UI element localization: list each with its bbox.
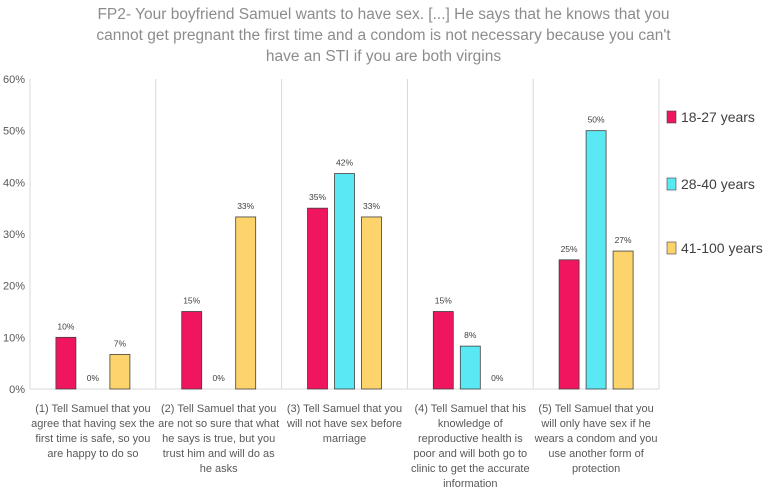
category-label: information — [443, 478, 497, 490]
category-label: first time is safe, so you — [35, 433, 150, 445]
bar — [585, 130, 607, 390]
category-label: (2) Tell Samuel that you — [161, 403, 276, 415]
legend-swatch — [666, 110, 677, 124]
category-label: clinic to get the accurate — [411, 463, 530, 475]
category-label: wears a condom and you — [534, 433, 658, 445]
legend-label: 28-40 years — [681, 176, 755, 192]
bar — [55, 336, 77, 390]
data-label: 0% — [87, 373, 100, 383]
bar — [109, 353, 131, 390]
legend-label: 18-27 years — [681, 109, 755, 125]
bar — [612, 250, 634, 390]
category-label: are not so sure that what — [158, 418, 279, 430]
y-tick-label: 30% — [3, 229, 25, 241]
bar — [558, 259, 580, 390]
category-label: (3) Tell Samuel that you — [287, 403, 402, 415]
data-label: 10% — [57, 321, 74, 331]
data-label: 15% — [183, 296, 200, 306]
bar — [181, 311, 203, 390]
y-tick-label: 40% — [3, 177, 25, 189]
data-label: 50% — [588, 115, 605, 125]
bar — [307, 207, 328, 390]
data-label: 42% — [336, 158, 353, 168]
data-label: 15% — [435, 296, 452, 306]
data-label: 0% — [213, 373, 226, 383]
data-label: 25% — [561, 244, 578, 254]
category-label: protection — [572, 463, 620, 475]
bar — [459, 345, 481, 390]
legend-swatch — [666, 241, 677, 255]
category-label: reproductive health is — [418, 433, 523, 445]
category-label: use another form of — [548, 448, 644, 460]
category-label: knowledge of — [438, 418, 504, 430]
y-tick-label: 20% — [3, 281, 25, 293]
data-label: 27% — [615, 235, 632, 245]
data-label: 35% — [309, 192, 326, 202]
category-label: he asks — [200, 463, 238, 475]
category-label: will not have sex before — [286, 418, 402, 430]
category-label: (1) Tell Samuel that you — [35, 403, 150, 415]
legend-label: 41-100 years — [681, 240, 763, 256]
category-label: agree that having sex the — [31, 418, 155, 430]
data-label: 33% — [237, 201, 254, 211]
category-label: poor and will both go to — [413, 448, 527, 460]
category-label: will only have sex if he — [540, 418, 650, 430]
category-label: he says is true, but you — [162, 433, 275, 445]
chart-title-line: FP2- Your boyfriend Samuel wants to have… — [97, 6, 670, 23]
chart-title: FP2- Your boyfriend Samuel wants to have… — [0, 4, 767, 67]
chart-title-line: have an STI if you are both virgins — [265, 48, 502, 65]
bar — [432, 311, 454, 390]
data-label: 0% — [491, 373, 504, 383]
category-label: marriage — [323, 433, 366, 445]
legend-swatch — [666, 177, 677, 191]
y-tick-label: 60% — [3, 74, 25, 86]
data-label: 7% — [114, 338, 127, 348]
chart-title-line: cannot get pregnant the first time and a… — [96, 27, 671, 44]
bar — [235, 216, 257, 390]
y-tick-label: 50% — [3, 126, 25, 138]
y-tick-label: 10% — [3, 332, 25, 344]
category-label: (4) Tell Samuel that his — [414, 403, 526, 415]
category-label: trust him and will do as — [163, 448, 275, 460]
data-label: 8% — [464, 330, 477, 340]
category-label: (5) Tell Samuel that you — [538, 403, 653, 415]
category-label: are happy to do so — [47, 448, 138, 460]
bar — [334, 173, 355, 390]
y-tick-label: 0% — [9, 384, 25, 396]
bar — [361, 216, 382, 390]
data-label: 33% — [363, 201, 380, 211]
